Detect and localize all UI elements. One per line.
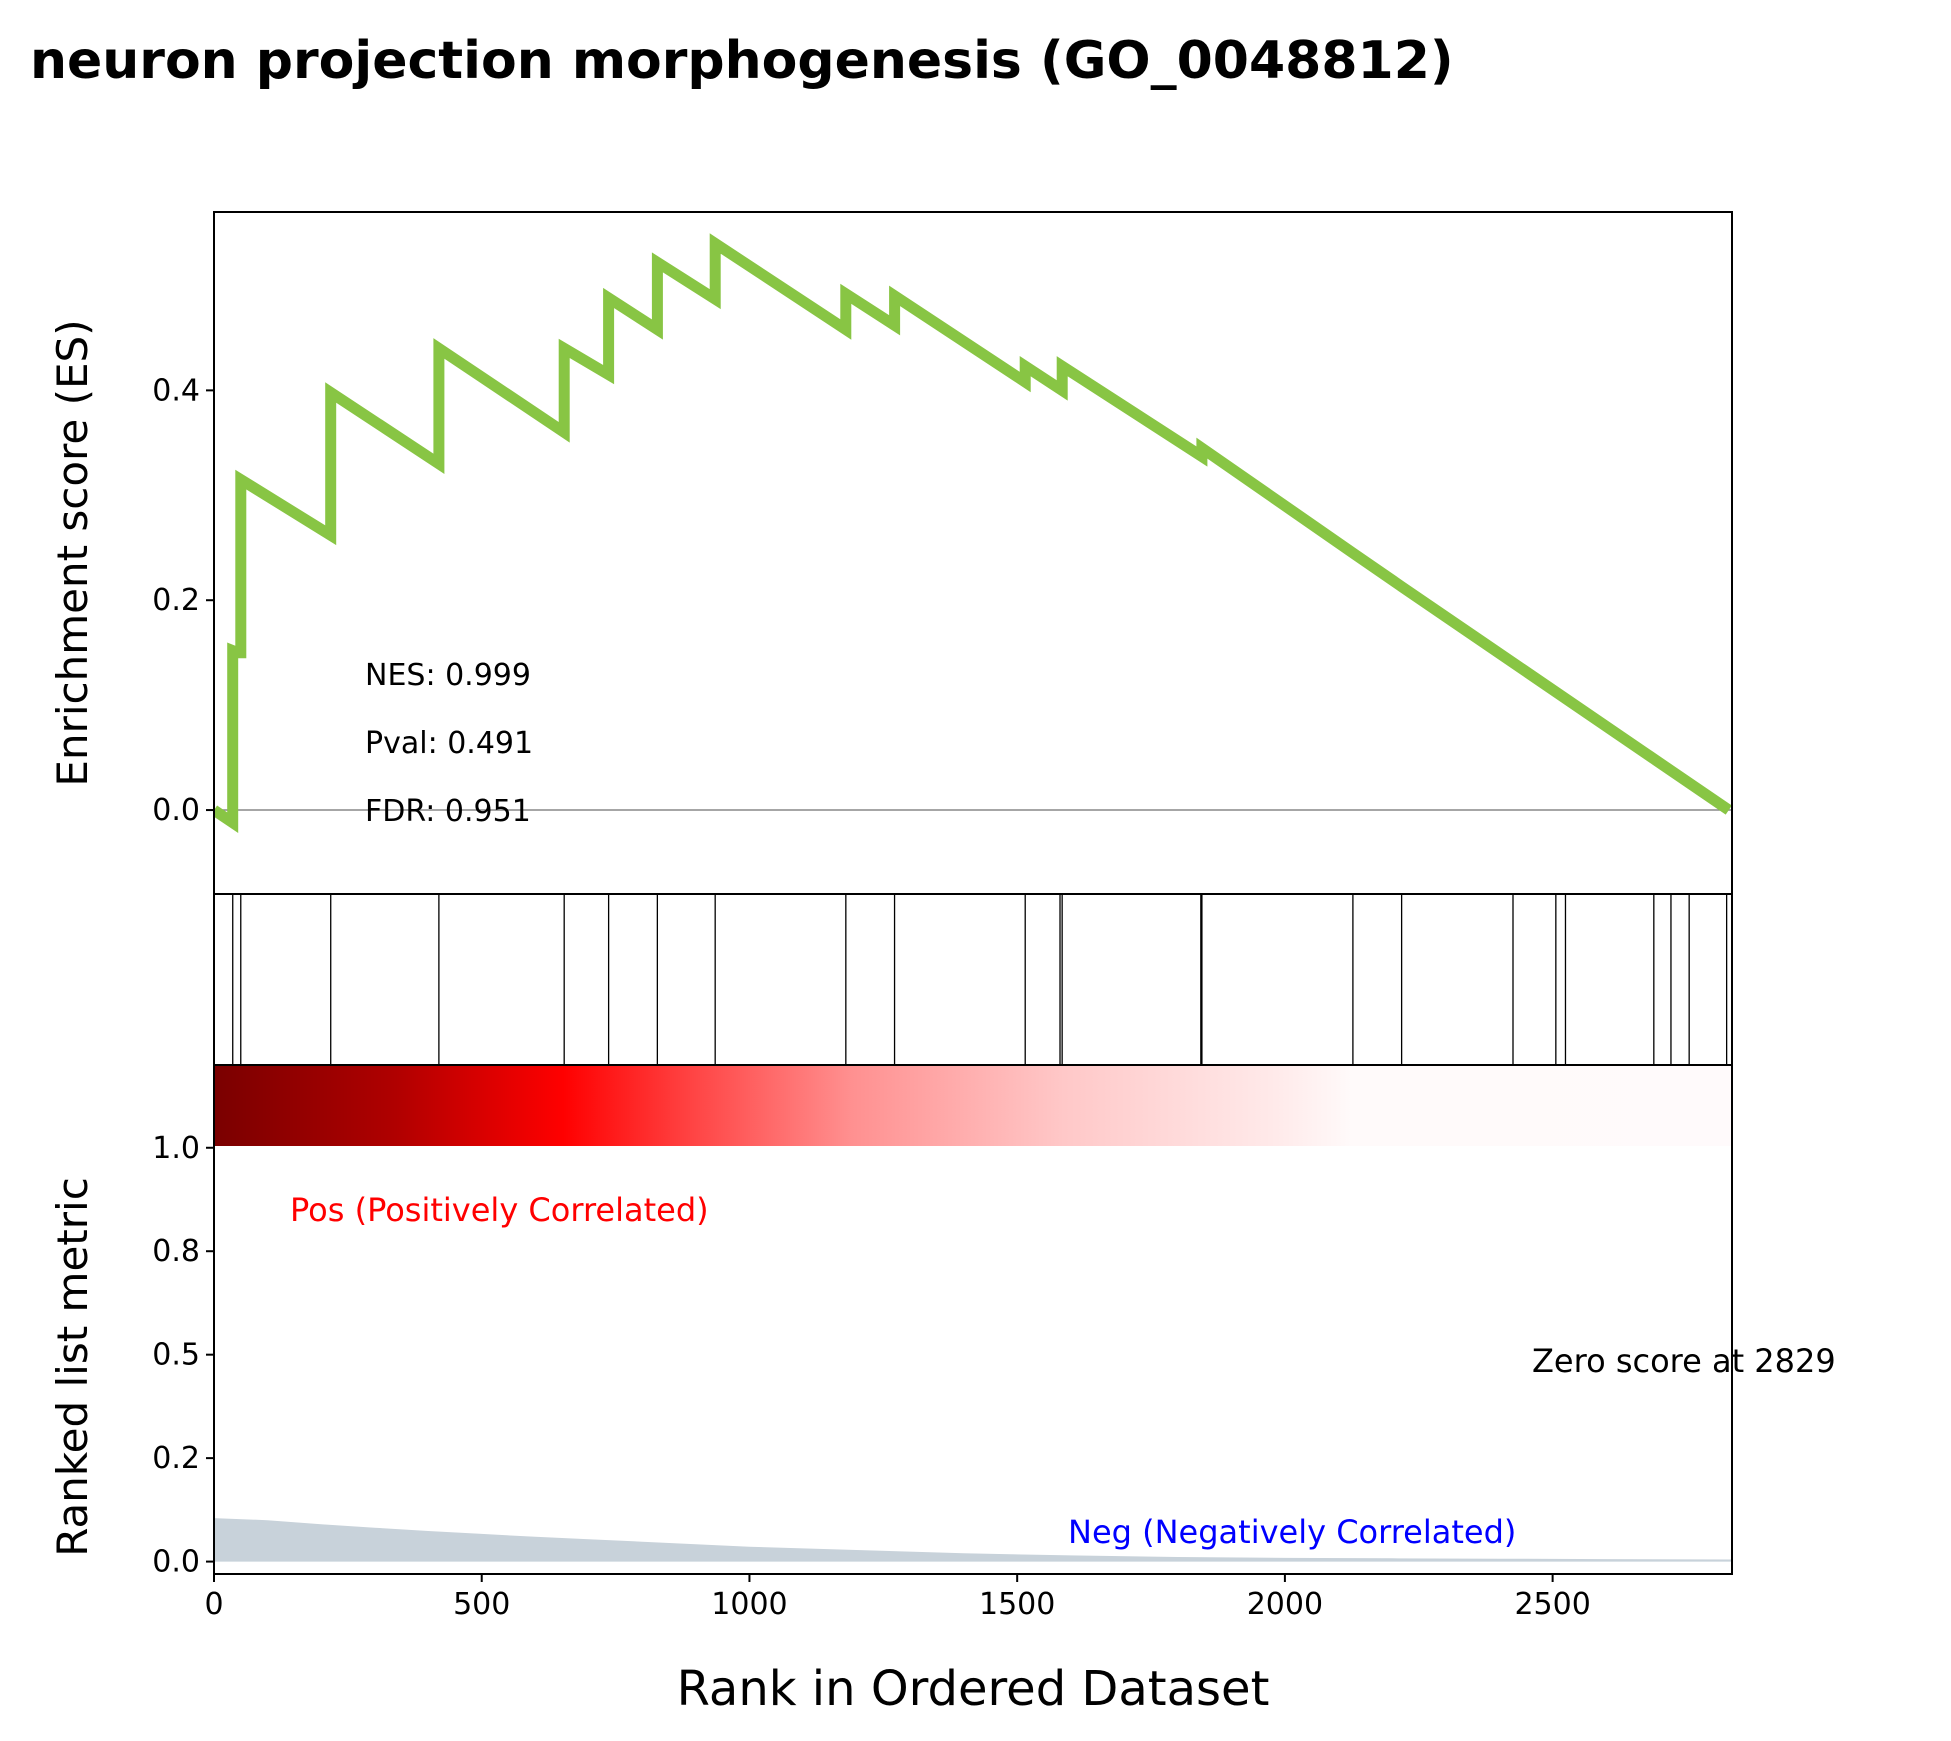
metric-y-tick-label: 1.0 <box>152 1131 200 1166</box>
hits-panel <box>213 893 1733 1066</box>
x-axis: 0 500 1000 1500 2000 2500 <box>204 1574 1591 1622</box>
metric-y-tick-label: 0.5 <box>152 1338 200 1373</box>
es-y-axis-label: Enrichment score (ES) <box>48 319 97 786</box>
nes-label: NES: 0.999 <box>365 658 531 693</box>
x-tick-label: 2000 <box>1247 1587 1323 1622</box>
pval-label: Pval: 0.491 <box>365 726 533 761</box>
metric-panel: Pos (Positively Correlated) Neg (Negativ… <box>48 1065 1836 1580</box>
hits-panel-frame <box>213 893 1733 1066</box>
metric-y-axis: 0.0 0.2 0.5 0.8 1.0 <box>152 1131 214 1580</box>
x-tick-label: 1500 <box>979 1587 1055 1622</box>
fdr-label: FDR: 0.951 <box>365 794 531 829</box>
es-y-tick-label: 0.2 <box>152 583 200 618</box>
metric-y-axis-label: Ranked list metric <box>48 1177 97 1557</box>
es-panel-frame <box>213 211 1733 895</box>
x-tick-label: 2500 <box>1514 1587 1590 1622</box>
es-y-axis: 0.0 0.2 0.4 <box>152 373 214 828</box>
rank-gradient-bar <box>214 1065 1732 1146</box>
x-axis-label: Rank in Ordered Dataset <box>677 1661 1270 1717</box>
zero-score-label: Zero score at 2829 <box>1532 1342 1836 1380</box>
chart-title: neuron projection morphogenesis (GO_0048… <box>30 31 1454 91</box>
x-tick-label: 1000 <box>711 1587 787 1622</box>
x-tick-label: 0 <box>204 1587 223 1622</box>
es-y-tick-label: 0.0 <box>152 793 200 828</box>
es-panel: NES: 0.999 Pval: 0.491 FDR: 0.951 0.0 0.2… <box>48 211 1733 895</box>
metric-area <box>214 1518 1732 1562</box>
es-line <box>214 233 1732 834</box>
x-tick-label: 500 <box>453 1587 510 1622</box>
hit-markers <box>232 894 1728 1065</box>
pos-label: Pos (Positively Correlated) <box>290 1191 709 1229</box>
metric-y-tick-label: 0.8 <box>152 1234 200 1269</box>
neg-label: Neg (Negatively Correlated) <box>1068 1513 1516 1551</box>
metric-panel-frame <box>213 1065 1733 1575</box>
metric-y-tick-label: 0.2 <box>152 1441 200 1476</box>
metric-y-tick-label: 0.0 <box>152 1545 200 1580</box>
es-y-tick-label: 0.4 <box>152 373 200 408</box>
